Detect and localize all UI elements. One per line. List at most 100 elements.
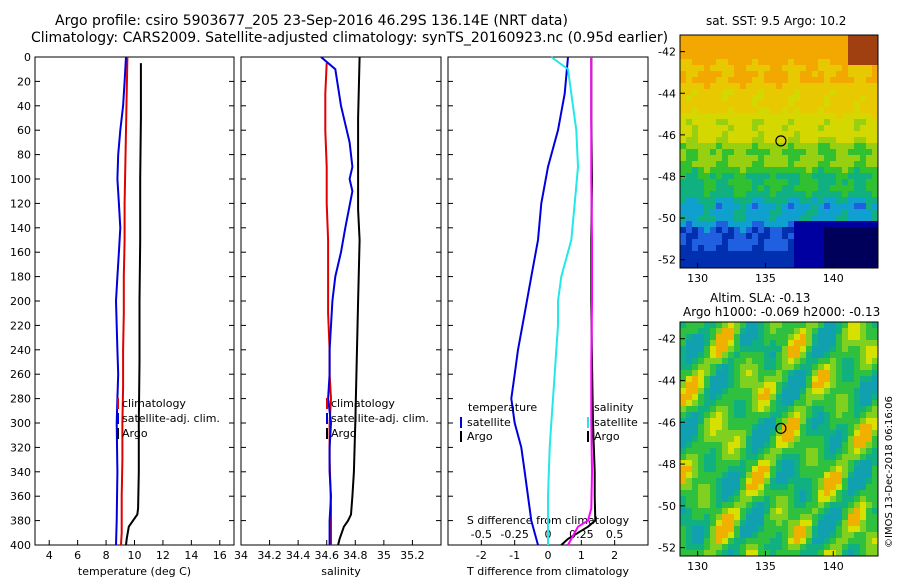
map-cell (812, 436, 818, 442)
map-cell (770, 340, 776, 346)
map-cell (842, 496, 848, 502)
map-cell (716, 53, 722, 59)
map-cell (818, 173, 824, 179)
map-cell (872, 532, 878, 538)
map-cell (692, 95, 698, 101)
map-cell (704, 155, 710, 161)
map-cell (752, 544, 758, 550)
map-cell (692, 520, 698, 526)
map-cell (734, 77, 740, 83)
map-cell (728, 83, 734, 89)
map-cell (824, 143, 830, 149)
map-cell (788, 71, 794, 77)
map-cell (728, 544, 734, 550)
map-cell (698, 454, 704, 460)
map-cell (788, 245, 794, 251)
map-cell (710, 215, 716, 221)
map-cell (728, 239, 734, 245)
panel-frame-1 (240, 56, 442, 546)
map-cell (716, 257, 722, 263)
map-cell (704, 65, 710, 71)
map-cell (746, 442, 752, 448)
map-cell (710, 59, 716, 65)
map-cell (848, 460, 854, 466)
map-cell (740, 448, 746, 454)
map-cell (770, 508, 776, 514)
map-cell (710, 239, 716, 245)
map-cell (740, 436, 746, 442)
map-cell (746, 532, 752, 538)
map-cell (806, 191, 812, 197)
map-cell (776, 412, 782, 418)
map-cell (686, 185, 692, 191)
map-cell (788, 322, 794, 328)
map-cell (764, 520, 770, 526)
map-cell (752, 358, 758, 364)
map-cell (836, 532, 842, 538)
map-cell (806, 412, 812, 418)
map-cell (806, 472, 812, 478)
map-cell (680, 496, 686, 502)
map-cell (794, 352, 800, 358)
map-cell (800, 89, 806, 95)
map-cell (818, 95, 824, 101)
map-cell (746, 382, 752, 388)
map-cell (722, 490, 728, 496)
map-cell (716, 430, 722, 436)
map-cell (692, 47, 698, 53)
map-cell (698, 532, 704, 538)
map-cell (740, 53, 746, 59)
map-cell (716, 514, 722, 520)
map-cell (866, 101, 872, 107)
map-cell (680, 113, 686, 119)
map-cell (848, 107, 854, 113)
map-cell (740, 418, 746, 424)
map-cell (752, 520, 758, 526)
map-cell (824, 239, 830, 245)
map-cell (818, 502, 824, 508)
map-cell (680, 71, 686, 77)
map-cell (806, 454, 812, 460)
map-cell (764, 466, 770, 472)
map-cell (680, 107, 686, 113)
map-cell (842, 502, 848, 508)
map-cell (752, 550, 758, 556)
map-cell (740, 424, 746, 430)
map-cell (704, 502, 710, 508)
map-cell (818, 77, 824, 83)
map-cell (788, 544, 794, 550)
map-cell (764, 472, 770, 478)
y-tick-label: 340 (10, 466, 31, 479)
map-cell (788, 490, 794, 496)
map-cell (776, 532, 782, 538)
map-cell (866, 376, 872, 382)
map-cell (794, 95, 800, 101)
map-cell (716, 394, 722, 400)
map-cell (836, 346, 842, 352)
map-cell (704, 508, 710, 514)
map-cell (824, 227, 830, 233)
map-cell (698, 334, 704, 340)
map-cell (866, 251, 872, 257)
map-cell (728, 532, 734, 538)
map-cell (782, 448, 788, 454)
map-cell (836, 418, 842, 424)
map-cell (812, 466, 818, 472)
map-cell (842, 89, 848, 95)
map-cell (758, 394, 764, 400)
map-cell (752, 113, 758, 119)
map-cell (698, 490, 704, 496)
map-cell (704, 346, 710, 352)
map-cell (872, 382, 878, 388)
map-cell (872, 95, 878, 101)
map-cell (746, 496, 752, 502)
map-cell (698, 161, 704, 167)
map-cell (764, 478, 770, 484)
map-cell (782, 442, 788, 448)
map-cell (872, 59, 878, 65)
map-cell (794, 502, 800, 508)
map-cell (686, 77, 692, 83)
map-cell (752, 77, 758, 83)
map-cell (776, 388, 782, 394)
map-cell (782, 233, 788, 239)
